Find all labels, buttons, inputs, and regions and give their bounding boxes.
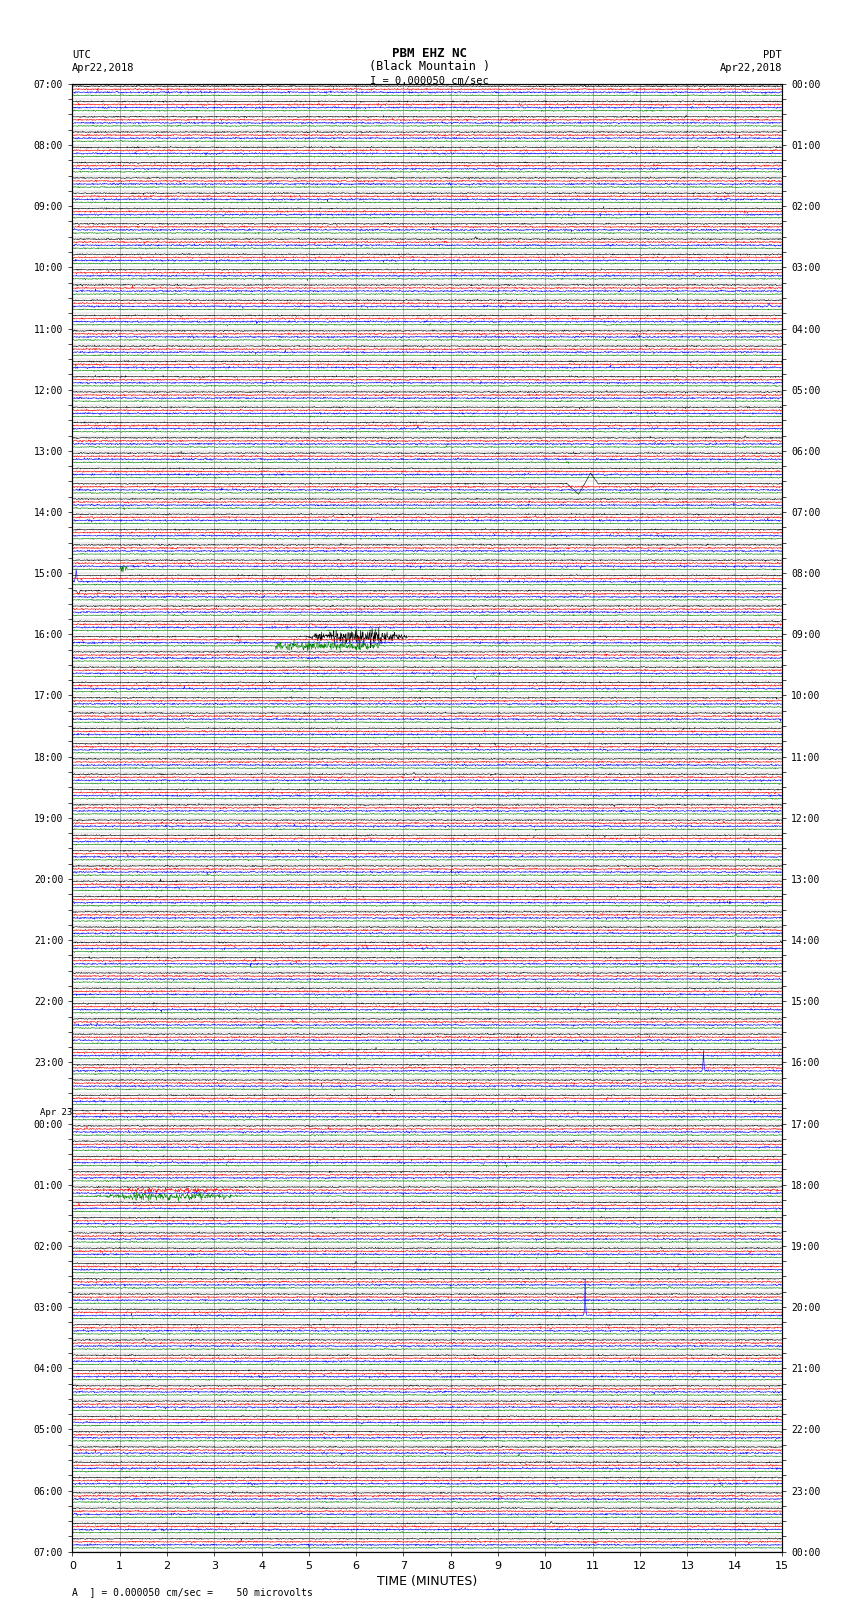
- Text: A  ] = 0.000050 cm/sec =    50 microvolts: A ] = 0.000050 cm/sec = 50 microvolts: [72, 1587, 313, 1597]
- Text: Apr22,2018: Apr22,2018: [719, 63, 782, 73]
- Text: Apr 23: Apr 23: [40, 1108, 71, 1118]
- X-axis label: TIME (MINUTES): TIME (MINUTES): [377, 1574, 477, 1587]
- Text: PBM EHZ NC: PBM EHZ NC: [392, 47, 467, 60]
- Text: Apr22,2018: Apr22,2018: [72, 63, 135, 73]
- Text: (Black Mountain ): (Black Mountain ): [369, 60, 490, 73]
- Text: I = 0.000050 cm/sec: I = 0.000050 cm/sec: [370, 76, 489, 85]
- Text: UTC: UTC: [72, 50, 91, 60]
- Text: PDT: PDT: [763, 50, 782, 60]
